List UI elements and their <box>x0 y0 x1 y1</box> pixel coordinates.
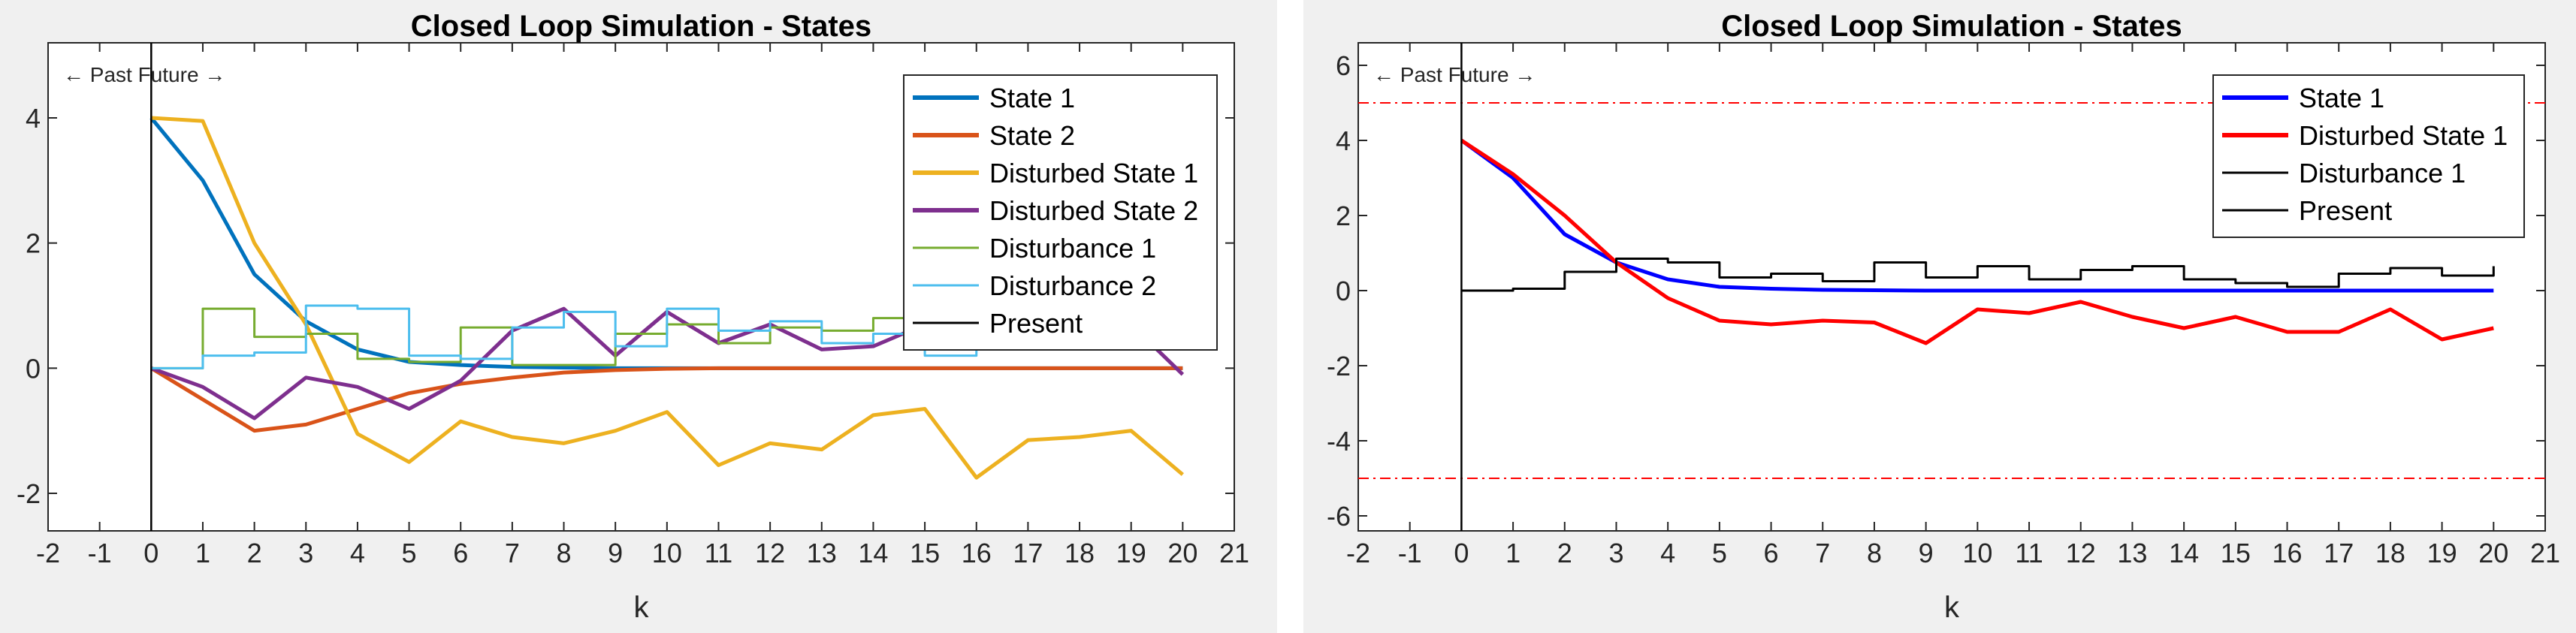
x-tick-label: 6 <box>453 538 468 568</box>
chart-panel-1: Closed Loop Simulation - States-2 -1 0 1 2 3 4… <box>17 10 1249 624</box>
y-tick-label: -2 <box>17 478 41 509</box>
panel-divider <box>1277 0 1303 633</box>
x-tick-label: 5 <box>402 538 417 568</box>
x-tick-label: 4 <box>1660 538 1675 568</box>
legend-label-2: Disturbed State 1 <box>2299 120 2508 151</box>
x-tick-label: 1 <box>195 538 210 568</box>
x-tick-label: 14 <box>858 538 888 568</box>
x-tick-label: 18 <box>1065 538 1095 568</box>
x-axis-label: k <box>634 591 650 624</box>
legend-label-1: State 1 <box>2299 83 2384 113</box>
legend-label-6: Disturbance 2 <box>989 270 1156 301</box>
y-tick-label: 2 <box>1336 200 1351 231</box>
legend-label-1: State 1 <box>989 83 1075 113</box>
x-tick-label: 13 <box>2117 538 2147 568</box>
series-line-2 <box>150 366 1183 433</box>
x-tick-label: 0 <box>1454 538 1469 568</box>
x-tick-label: 5 <box>1712 538 1727 568</box>
chart-panel-2: Closed Loop Simulation - States-2 -1 0 1 2 3 4… <box>1327 10 2560 624</box>
x-tick-label: 10 <box>652 538 682 568</box>
x-tick-label: 19 <box>1116 538 1146 568</box>
x-tick-label: 21 <box>2530 538 2560 568</box>
x-tick-label: 10 <box>1962 538 1992 568</box>
x-tick-label: -2 <box>1346 538 1370 568</box>
series-line-3 <box>151 116 1184 480</box>
x-tick-label: 9 <box>608 538 623 568</box>
x-tick-label: 4 <box>350 538 365 568</box>
x-tick-label: 16 <box>2272 538 2302 568</box>
legend-label-2: State 2 <box>989 120 1075 151</box>
x-tick-label: 7 <box>505 538 520 568</box>
y-tick-label: 2 <box>26 228 41 259</box>
series-line-3 <box>1461 258 2495 292</box>
x-tick-label: 20 <box>2478 538 2508 568</box>
x-tick-label: 9 <box>1919 538 1934 568</box>
past-future-annotation: ← Past Future → <box>63 63 225 86</box>
x-tick-label: 8 <box>1867 538 1882 568</box>
x-tick-label: 1 <box>1505 538 1521 568</box>
legend-label-present: Present <box>989 308 1083 339</box>
legend-label-present: Present <box>2299 195 2392 226</box>
x-tick-label: 2 <box>247 538 262 568</box>
x-tick-label: 12 <box>2066 538 2096 568</box>
x-tick-label: -1 <box>88 538 112 568</box>
x-tick-label: 15 <box>2221 538 2251 568</box>
legend-label-3: Disturbed State 1 <box>989 158 1198 188</box>
x-tick-label: 15 <box>910 538 940 568</box>
x-tick-label: 2 <box>1557 538 1572 568</box>
x-tick-label: 17 <box>2324 538 2354 568</box>
y-tick-label: -6 <box>1327 501 1351 532</box>
y-tick-label: 4 <box>26 103 41 134</box>
x-tick-label: 13 <box>807 538 837 568</box>
x-tick-label: 6 <box>1764 538 1779 568</box>
y-tick-label: 4 <box>1336 125 1351 156</box>
x-tick-label: 8 <box>557 538 572 568</box>
x-tick-label: 11 <box>2015 538 2043 568</box>
x-tick-label: 7 <box>1815 538 1830 568</box>
x-tick-label: 3 <box>1608 538 1623 568</box>
x-tick-label: 0 <box>143 538 159 568</box>
series-line-2 <box>1460 138 2494 345</box>
x-tick-label: -2 <box>36 538 60 568</box>
series-line-1 <box>1460 138 2494 293</box>
x-axis-label: k <box>1944 591 1960 624</box>
chart-title: Closed Loop Simulation - States <box>411 10 871 43</box>
x-tick-label: 20 <box>1167 538 1197 568</box>
y-tick-label: 6 <box>1336 50 1351 81</box>
x-tick-label: -1 <box>1398 538 1422 568</box>
legend-label-5: Disturbance 1 <box>989 233 1156 264</box>
x-tick-label: 18 <box>2375 538 2405 568</box>
x-tick-label: 21 <box>1219 538 1249 568</box>
panels: Closed Loop Simulation - States-2 -1 0 1 2 3 4… <box>17 10 2560 624</box>
x-tick-label: 3 <box>298 538 313 568</box>
x-tick-label: 19 <box>2427 538 2457 568</box>
y-tick-label: -4 <box>1327 426 1351 457</box>
x-tick-label: 12 <box>755 538 785 568</box>
x-tick-label: 14 <box>2169 538 2199 568</box>
legend-label-4: Disturbed State 2 <box>989 195 1198 226</box>
x-tick-label: 17 <box>1013 538 1043 568</box>
x-tick-label: 16 <box>962 538 992 568</box>
y-tick-label: 0 <box>1336 276 1351 306</box>
chart-title: Closed Loop Simulation - States <box>1721 10 2182 43</box>
x-tick-label: 11 <box>705 538 732 568</box>
legend-label-3: Disturbance 1 <box>2299 158 2466 188</box>
y-tick-label: 0 <box>26 353 41 384</box>
past-future-annotation: ← Past Future → <box>1373 63 1536 86</box>
y-tick-label: -2 <box>1327 351 1351 381</box>
